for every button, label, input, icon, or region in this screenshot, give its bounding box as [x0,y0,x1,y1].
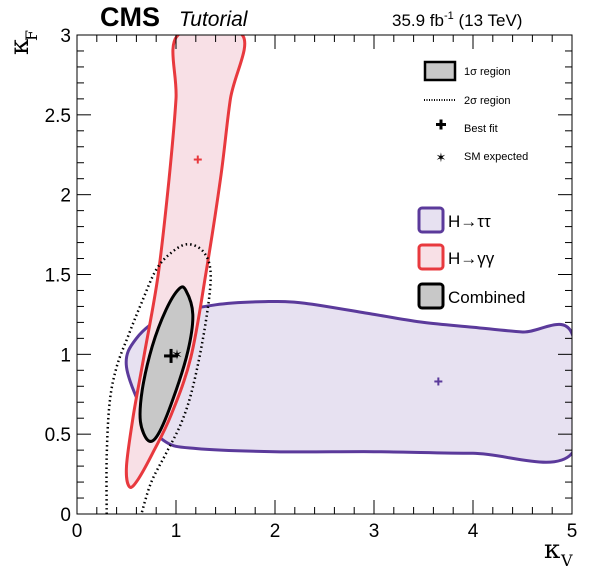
legend-sm-label: SM expected [464,151,528,163]
legend-label-gammagamma: H→γγ [448,249,495,268]
y-tick-label: 0 [60,505,71,526]
y-tick-label: 1.5 [45,266,71,287]
best-fit-marker-tautau [434,377,443,386]
x-tick-label: 1 [171,521,182,542]
x-tick-label: 0 [72,521,83,542]
channel-legend: H→ττ H→γγ Combined [417,206,526,310]
x-axis-subscript: V [560,551,573,570]
tick-layer: 0 1 2 3 4 5 0 0.5 1 1.5 2 2.5 3 [45,26,578,542]
luminosity-label: 35.9 fb-1 (13 TeV) [392,10,522,30]
legend-label-tautau: H→ττ [448,212,491,231]
y-tick-label: 2.5 [45,106,71,127]
x-tick-label: 5 [567,521,578,542]
y-tick-label: 2 [60,186,71,207]
legend-sm-marker: ✶ [436,151,447,166]
x-tick-label: 2 [270,521,281,542]
legend-1sigma-swatch [423,60,457,82]
sm-expected-marker: ✶ [171,347,183,363]
x-axis-title: κ V [544,535,573,570]
y-tick-label: 0.5 [45,425,71,446]
legend-label-combined: Combined [448,288,526,307]
legend-bestfit-label: Best fit [464,123,498,135]
best-fit-marker-gammagamma [193,155,202,164]
contour-1sigma-combined [138,285,195,443]
energy-label: (13 TeV) [454,11,523,30]
legend-swatch-combined [417,282,445,310]
y-tick-label: 3 [60,26,71,47]
lumi-exponent: -1 [444,10,454,22]
y-tick-label: 1 [60,345,71,366]
legend-swatch-tautau [417,206,445,234]
x-tick-label: 4 [468,521,479,542]
legend-2sigma-label: 2σ region [464,95,511,107]
legend-bestfit-marker [436,119,446,130]
y-axis-subscript: F [22,30,41,41]
x-axis-symbol: κ [544,535,560,565]
best-fit-marker-combined [164,348,179,363]
experiment-sublabel: Tutorial [179,8,249,31]
y-axis-symbol: κ [5,39,35,55]
legend-swatch-gammagamma [417,243,445,271]
lumi-value: 35.9 fb [392,11,444,30]
legend-1sigma-label: 1σ region [464,66,511,78]
y-axis-title: κ F [5,30,41,55]
style-legend: 1σ region 2σ region Best fit ✶ SM expect… [423,60,528,166]
experiment-label: CMS [100,2,160,32]
x-tick-label: 3 [369,521,380,542]
contour-layer: ✶ [105,35,572,514]
